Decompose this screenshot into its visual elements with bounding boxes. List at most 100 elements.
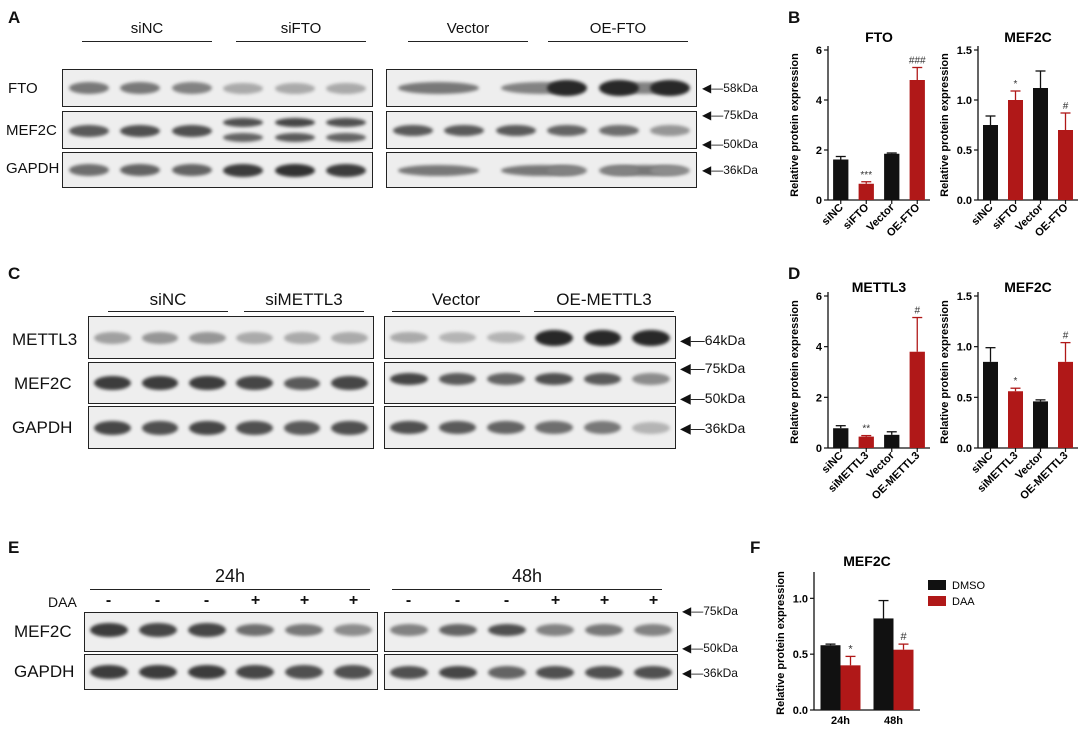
marker-75kda: ◀—75kDa — [702, 108, 758, 122]
arrow-left-icon: ◀— — [682, 666, 704, 680]
row-label-mef2c: MEF2C — [14, 374, 72, 393]
blot-band — [631, 421, 670, 434]
treatment-sign: - — [105, 592, 112, 609]
blot-band — [390, 373, 428, 385]
treatment-sign: - — [203, 592, 210, 609]
y-tick-label: 2 — [816, 145, 822, 157]
significance-mark: # — [1063, 101, 1069, 112]
blot-band — [188, 420, 226, 435]
y-tick-label: 0.0 — [793, 705, 808, 717]
blot-band — [333, 624, 372, 637]
bar — [1058, 130, 1073, 200]
treatment-sign: - — [454, 592, 461, 609]
blot-band — [171, 82, 212, 94]
treatment-sign: + — [648, 592, 659, 609]
chart-d-mef2c: MEF2C Relative protein expression 0.0 0.5 1.… — [939, 280, 1078, 502]
blot-band — [94, 376, 132, 390]
blot-mef2c-48h — [384, 612, 678, 652]
y-tick-label: 0.5 — [957, 145, 972, 157]
bar — [858, 436, 874, 448]
chart-title: MEF2C — [1004, 280, 1051, 295]
marker-50kda: ◀—50kDa — [702, 137, 758, 151]
blot-band — [486, 421, 525, 434]
panel-label-b: B — [788, 8, 801, 27]
bar — [893, 649, 914, 710]
bar — [909, 80, 925, 200]
blot-band — [439, 624, 477, 637]
blot-band — [535, 373, 573, 385]
blot-band — [188, 331, 226, 344]
blot-band — [120, 124, 161, 137]
group-label-vector: Vector — [431, 290, 481, 309]
blot-band — [390, 624, 429, 637]
significance-mark: * — [1014, 79, 1018, 90]
blot-band — [398, 82, 479, 94]
blot-band — [120, 164, 161, 176]
blot-band — [188, 376, 226, 390]
panel-label-f: F — [750, 538, 761, 557]
blot-band — [236, 665, 275, 679]
blot-band — [333, 665, 372, 679]
blot-band — [236, 376, 274, 390]
blot-band — [120, 82, 161, 94]
y-tick-label: 0 — [816, 195, 822, 207]
blot-band — [68, 82, 109, 94]
blot-band — [330, 420, 368, 435]
group-label-24h: 24h — [214, 566, 246, 586]
bar — [1008, 391, 1023, 448]
y-tick-label: 0 — [816, 443, 822, 455]
blot-band — [236, 420, 274, 435]
blot-band — [487, 665, 526, 679]
blot-band — [94, 420, 132, 435]
treatment-sign: - — [405, 592, 412, 609]
treatment-sign: - — [154, 592, 161, 609]
blot-band — [171, 124, 212, 137]
blot-band — [583, 373, 622, 385]
blot-band — [650, 164, 691, 176]
blot-band — [486, 373, 525, 385]
blot-gapdh-left — [62, 152, 373, 188]
chart-title: FTO — [865, 29, 893, 45]
marker-50kda: ◀—50kDa — [680, 390, 746, 406]
treatment-sign: + — [599, 592, 610, 609]
blot-band — [223, 163, 264, 177]
bar — [884, 434, 900, 448]
group-underline — [548, 41, 688, 42]
treatment-sign: + — [348, 592, 359, 609]
y-tick-label: 4 — [816, 342, 823, 354]
row-label-mef2c: MEF2C — [6, 122, 57, 139]
blot-fto-left — [62, 69, 373, 107]
group-underline — [236, 41, 366, 42]
panel-label-e: E — [8, 538, 20, 557]
significance-mark: *** — [860, 170, 872, 181]
group-underline — [244, 311, 364, 312]
group-label-oe-mettl3: OE-METTL3 — [556, 290, 652, 309]
blot-band — [330, 376, 368, 390]
blot-band — [390, 665, 429, 679]
y-tick-label: 6 — [816, 291, 822, 303]
y-tick-label: 0.0 — [957, 443, 972, 455]
blot-band — [283, 376, 321, 390]
row-label-gapdh: GAPDH — [12, 418, 73, 437]
significance-mark: * — [848, 643, 853, 655]
blot-band — [501, 164, 582, 176]
bar — [840, 665, 861, 710]
group-label-48h: 48h — [511, 566, 543, 586]
y-axis-label: Relative protein expression — [939, 300, 951, 444]
blot-band — [68, 164, 109, 176]
significance-mark: ### — [909, 56, 926, 67]
arrow-left-icon: ◀— — [682, 604, 704, 618]
panel-label-d: D — [788, 264, 801, 283]
blot-gapdh-left — [88, 406, 374, 449]
blot-mef2c-24h — [84, 612, 378, 652]
blot-band — [326, 82, 367, 94]
blot-fto-right — [386, 69, 697, 107]
bar — [1033, 401, 1048, 448]
blot-band — [438, 421, 477, 434]
blot-band — [536, 624, 575, 637]
group-underline — [408, 41, 528, 42]
y-tick-label: 1.0 — [957, 342, 972, 354]
blot-band — [487, 624, 526, 637]
